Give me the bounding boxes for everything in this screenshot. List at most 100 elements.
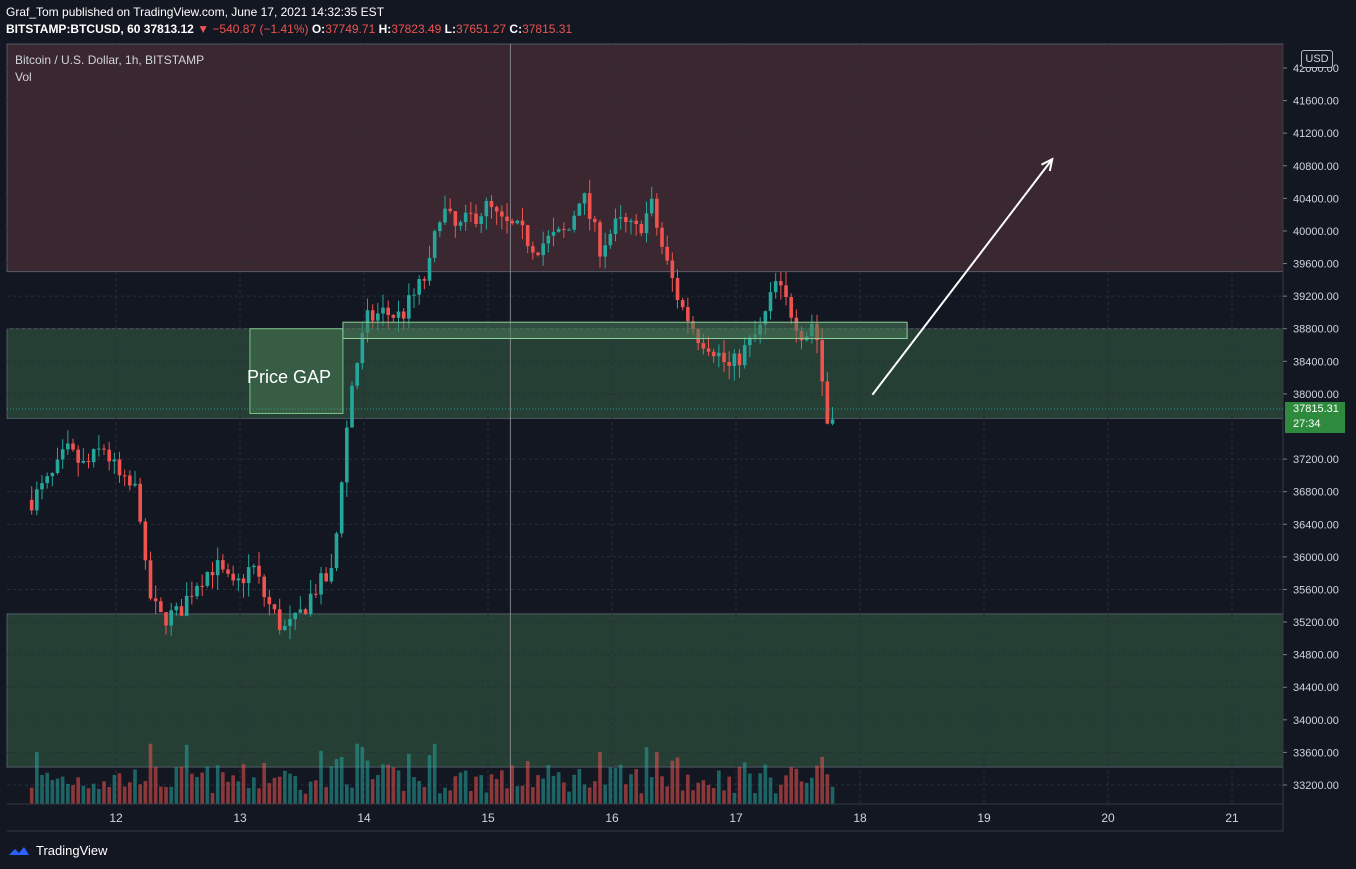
- bar-countdown: 27:34: [1293, 418, 1321, 430]
- candle-body: [391, 314, 396, 318]
- time-tick-label: 15: [481, 811, 495, 825]
- candle-body: [153, 598, 158, 602]
- volume-bar: [200, 772, 204, 804]
- volume-bar: [35, 751, 39, 804]
- candle-body: [50, 473, 55, 477]
- volume-bar: [675, 757, 680, 804]
- currency-button[interactable]: USD: [1301, 50, 1333, 68]
- volume-bar: [613, 767, 618, 804]
- time-tick-label: 13: [233, 811, 247, 825]
- candle-body: [779, 281, 783, 286]
- volume-bar: [277, 776, 282, 804]
- candle-body: [210, 571, 215, 576]
- candle-body: [86, 460, 91, 463]
- volume-bar: [825, 774, 830, 804]
- candle-body: [505, 216, 509, 221]
- volume-bar: [308, 781, 313, 804]
- candle-body: [593, 218, 597, 223]
- volume-bar: [593, 781, 597, 804]
- last-price-value: 37815.31: [1293, 403, 1339, 415]
- candle-body: [556, 228, 561, 232]
- candle-body: [551, 231, 556, 236]
- price-tick-label: 35200.00: [1293, 617, 1339, 629]
- candle-body: [427, 257, 432, 281]
- candle-body: [112, 459, 117, 462]
- volume-bar: [541, 778, 545, 804]
- volume-bar: [350, 787, 354, 804]
- candle-body: [639, 223, 644, 234]
- candle-body: [711, 351, 716, 357]
- volume-bar: [691, 790, 695, 804]
- volume-bar: [639, 793, 644, 804]
- candle-body: [448, 208, 452, 212]
- time-tick-label: 21: [1225, 811, 1239, 825]
- candle-body: [665, 246, 669, 261]
- volume-bar: [339, 756, 344, 804]
- candle-body: [252, 565, 256, 568]
- volume-bar: [112, 774, 117, 804]
- time-tick-label: 20: [1101, 811, 1115, 825]
- volume-bar: [587, 787, 592, 804]
- low-value: 37651.27: [456, 22, 507, 36]
- volume-bar: [582, 784, 587, 804]
- time-tick-label: 14: [357, 811, 371, 825]
- volume-bar: [407, 753, 411, 804]
- candle-body: [40, 483, 44, 490]
- price-tick-label: 38000.00: [1293, 389, 1339, 401]
- candle-body: [71, 443, 75, 450]
- price-tick-label: 34800.00: [1293, 650, 1339, 662]
- price-tick-label: 33200.00: [1293, 780, 1339, 792]
- candle-body: [489, 200, 494, 208]
- candle-body: [283, 625, 287, 630]
- candle-body: [820, 340, 824, 382]
- candle-body: [432, 231, 437, 258]
- time-tick-label: 12: [109, 811, 123, 825]
- brand-footer[interactable]: TradingView: [8, 843, 108, 858]
- volume-bar: [732, 792, 737, 804]
- candle-body: [717, 352, 721, 357]
- volume-bar: [655, 751, 659, 804]
- volume-bar: [474, 776, 478, 804]
- volume-bar: [624, 784, 628, 804]
- candle-body: [226, 569, 230, 574]
- volume-bar: [520, 785, 525, 804]
- candle-body: [737, 353, 742, 366]
- candle-body: [122, 475, 127, 477]
- volume-bar: [763, 764, 768, 804]
- candle-body: [102, 448, 106, 450]
- candle-body: [334, 533, 339, 569]
- candle-body: [407, 295, 411, 319]
- volume-bar: [29, 787, 34, 804]
- price-tick-label: 35600.00: [1293, 584, 1339, 596]
- candle-body: [768, 292, 773, 312]
- price-tick-label: 33600.00: [1293, 747, 1339, 759]
- volume-bar: [324, 787, 328, 804]
- candle-body: [484, 200, 489, 217]
- price-tick-label: 41200.00: [1293, 128, 1339, 140]
- candle-body: [262, 576, 266, 598]
- pane-title: Bitcoin / U.S. Dollar, 1h, BITSTAMP: [15, 53, 205, 67]
- candle-body: [598, 222, 602, 257]
- candle-body: [649, 198, 654, 214]
- candle-body: [613, 218, 618, 234]
- volume-bar: [246, 788, 251, 804]
- price-tick-label: 40000.00: [1293, 226, 1339, 238]
- candle-body: [179, 606, 184, 616]
- volume-bar: [66, 783, 70, 804]
- volume-bar: [649, 777, 654, 804]
- resistance-zone: [6, 43, 1284, 273]
- volume-bar: [789, 767, 793, 804]
- candle-body: [267, 597, 272, 605]
- candle-body: [412, 294, 416, 296]
- candle-body: [500, 211, 504, 217]
- volume-bar: [572, 774, 576, 804]
- candle-body: [190, 595, 194, 597]
- candle-body: [66, 443, 70, 450]
- price-tick-label: 38800.00: [1293, 324, 1339, 336]
- volume-bar: [525, 761, 530, 804]
- candle-body: [272, 604, 277, 610]
- candle-body: [706, 348, 711, 352]
- time-tick-label: 18: [853, 811, 867, 825]
- candle-body: [257, 565, 261, 577]
